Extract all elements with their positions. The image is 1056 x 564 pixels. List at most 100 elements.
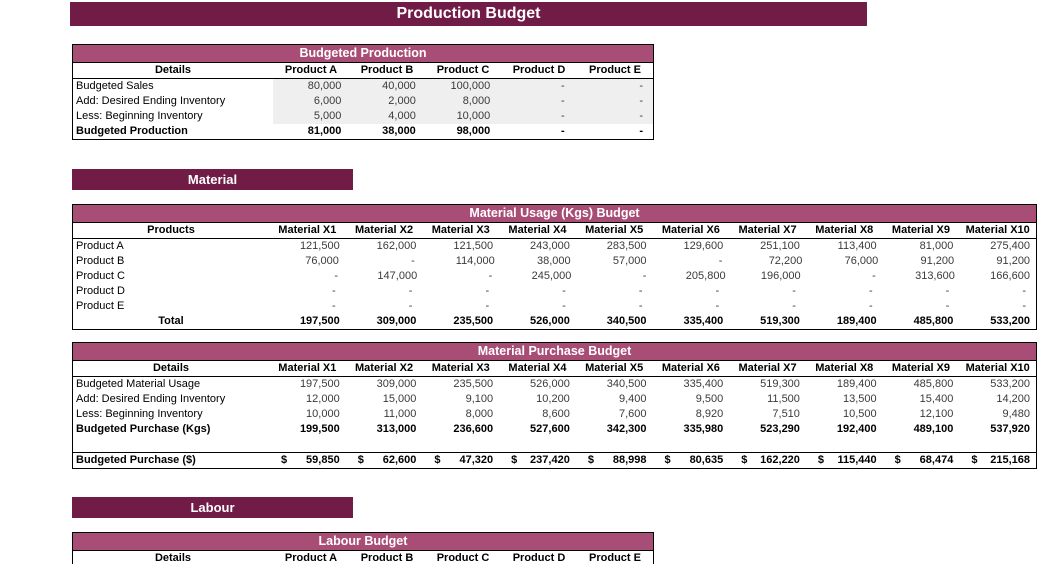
table-body: Product A 121,500 162,000 121,500 243,000 283…: [73, 239, 1036, 329]
cell: -: [560, 80, 565, 92]
cell: 485,800: [913, 315, 954, 327]
cell: 243,000: [530, 240, 570, 252]
cell: -: [642, 270, 647, 282]
row-values: 12,000 15,000 9,100 10,200 9,400 9,500 11,500 1…: [269, 392, 1036, 407]
cell: $47,320: [422, 453, 499, 468]
cell: 10,200: [536, 393, 570, 405]
row-values: ----------: [269, 299, 1036, 314]
row-values: $59,850 $62,600 $47,320 $237,420 $88,998 $80,…: [269, 453, 1036, 468]
row-label: Product C: [76, 270, 125, 282]
cell: 91,200: [996, 255, 1031, 267]
cell: 11,000: [383, 408, 417, 420]
cell: 100,000: [450, 80, 491, 92]
cell: 519,300: [760, 378, 800, 390]
cell: 236,600: [453, 423, 494, 435]
cell: 527,600: [530, 423, 570, 435]
table-row: Less: Beginning Inventory 10,000 11,000 8,0…: [73, 407, 1036, 422]
header-columns: Product A Product B Product C Product D Prod…: [273, 63, 653, 78]
cell: -: [485, 285, 490, 297]
header-cell: Product B: [360, 552, 414, 564]
currency-symbol: $: [971, 454, 978, 466]
row-label: Product E: [76, 300, 125, 312]
cell: -: [868, 285, 873, 297]
cell: 235,500: [453, 315, 494, 327]
row-label: Budgeted Sales: [76, 80, 154, 92]
cell: 533,200: [990, 315, 1031, 327]
cell: 9,400: [618, 393, 647, 405]
table-body: Budgeted Sales 80,000 40,000 100,000- - Add: …: [73, 79, 653, 139]
spacer-row: [73, 437, 1036, 452]
currency-symbol: $: [511, 454, 518, 466]
cell: 38,000: [382, 125, 416, 137]
cell: -: [560, 95, 565, 107]
cell: -: [639, 125, 644, 137]
cell: 197,500: [299, 315, 340, 327]
cell: 199,500: [299, 423, 340, 435]
row-values: 5,000 4,000 10,000 - -: [273, 109, 653, 124]
header-cell: Material X9: [891, 224, 951, 236]
table-header: Products Material X1 Material X2 Material X…: [73, 223, 1036, 239]
header-cell: Material X7: [738, 224, 797, 236]
cell-value: 237,420: [530, 454, 570, 466]
row-label: Product A: [76, 240, 124, 252]
cell: 14,200: [996, 393, 1031, 405]
header-columns: Material X1 Material X2 Material X3 Materia…: [269, 223, 1036, 238]
table-title: Material Purchase Budget: [73, 343, 1036, 361]
cell-value: 59,850: [306, 454, 340, 466]
table-row: Total 197,500 309,000 235,500 526,000 340,500…: [73, 314, 1036, 329]
cell: 7,600: [618, 408, 647, 420]
currency-symbol: $: [587, 454, 594, 466]
cell: -: [562, 285, 566, 297]
cell-value: 88,998: [612, 454, 647, 466]
header-cell: Material X1: [278, 224, 337, 236]
cell: -: [715, 285, 720, 297]
cell: 283,500: [606, 240, 647, 252]
cell: 526,000: [530, 378, 570, 390]
table-title: Budgeted Production: [73, 45, 653, 63]
currency-symbol: $: [434, 454, 441, 466]
header-first-column: Details: [154, 64, 192, 76]
cell: -: [792, 300, 796, 312]
cell: $88,998: [576, 453, 653, 468]
cell: 526,000: [530, 315, 570, 327]
header-columns: Material X1 Material X2 Material X3 Materia…: [269, 361, 1036, 376]
cell: $68,474: [883, 453, 960, 468]
cell: 2,000: [388, 95, 416, 107]
cell: -: [488, 270, 493, 282]
cell: 72,200: [768, 255, 803, 267]
currency-symbol: $: [741, 454, 748, 466]
row-values: 199,500 313,000 236,600 527,600 342,300 335,9…: [269, 422, 1036, 437]
header-cell: Material X10: [965, 224, 1030, 236]
header-cell: Material X1: [278, 362, 337, 374]
cell: 309,000: [376, 378, 417, 390]
currency-symbol: $: [817, 454, 825, 466]
header-cell: Material X7: [738, 362, 797, 374]
row-values: 80,000 40,000 100,000 - -: [273, 79, 653, 94]
table-footer: Budgeted Purchase ($) $59,850 $62,600 $47,3…: [73, 452, 1036, 468]
row-values: 197,500 309,000 235,500 526,000 340,500 335,4…: [269, 377, 1036, 392]
row-values: 197,500 309,000 235,500 526,000 340,500 335,4…: [269, 314, 1036, 329]
row-label: Budgeted Purchase ($): [76, 454, 196, 466]
table-row: Less: Beginning Inventory 5,000 4,000 10,00…: [73, 109, 653, 124]
row-label: Add: Desired Ending Inventory: [76, 95, 226, 107]
cell: 91,200: [920, 255, 955, 267]
cell: 4,000: [388, 110, 416, 122]
header-cell: Product D: [512, 64, 566, 76]
cell: 129,600: [683, 240, 724, 252]
cell: -: [718, 255, 723, 267]
cell: 275,400: [990, 240, 1031, 252]
cell: 340,500: [606, 378, 647, 390]
row-label: Product B: [76, 255, 125, 267]
cell: -: [638, 285, 643, 297]
cell: 10,000: [306, 408, 340, 420]
cell: 81,000: [307, 125, 342, 137]
table-body: Budgeted Material Usage 197,500 309,000 235…: [73, 377, 1036, 437]
table-header: Details Product A Product B Product C Produc…: [73, 551, 653, 564]
table-row: Budgeted Production 81,000 38,000 98,000 - -: [73, 124, 653, 139]
cell: -: [562, 300, 566, 312]
cell: 309,000: [376, 315, 417, 327]
header-cell: Material X2: [355, 362, 414, 374]
header-first-column: Products: [147, 224, 195, 236]
cell: 162,000: [376, 240, 417, 252]
